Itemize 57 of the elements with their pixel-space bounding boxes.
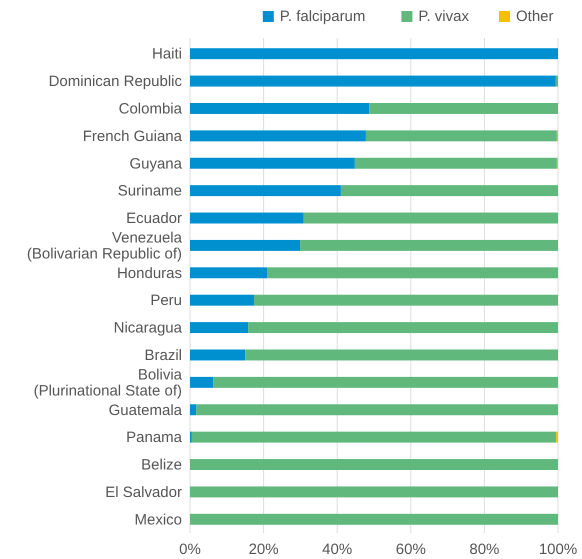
bar <box>190 185 341 196</box>
y-tick-label: Venezuela (Bolivarian Republic of) <box>26 229 183 262</box>
bar <box>190 48 558 60</box>
legend-label: Other <box>516 8 554 25</box>
bar <box>190 322 248 334</box>
y-tick-label: Peru <box>150 292 182 310</box>
y-tick-label: Dominican Republic <box>48 73 182 90</box>
bar <box>190 130 366 142</box>
y-tick-label: Bolivia (Plurinational State of) <box>34 366 183 400</box>
x-tick-label: 20% <box>248 541 279 558</box>
x-tick-label: 100% <box>538 541 578 558</box>
bar <box>354 158 557 169</box>
y-tick-label: Colombia <box>118 100 183 118</box>
y-tick-label: Guyana <box>129 155 183 172</box>
bar <box>190 158 355 169</box>
y-tick-label: Suriname <box>118 182 182 200</box>
bar <box>196 404 558 416</box>
bar <box>245 349 558 360</box>
y-tick-label: Nicaragua <box>114 320 183 337</box>
bar <box>190 486 558 498</box>
bar <box>190 514 558 525</box>
bar <box>267 267 558 278</box>
bar <box>190 376 214 388</box>
bar <box>190 240 300 251</box>
x-tick-label: 40% <box>322 541 352 558</box>
bar <box>190 212 304 224</box>
y-tick-label: Mexico <box>134 511 182 528</box>
y-tick-label: Haiti <box>152 46 182 63</box>
legend-label: P. vivax <box>418 8 470 25</box>
bar <box>366 130 557 142</box>
bar <box>248 322 558 334</box>
y-tick-label: Panama <box>126 429 183 446</box>
legend-label: P. falciparum <box>280 8 366 25</box>
y-tick-label: Brazil <box>144 346 182 364</box>
bar <box>190 76 556 87</box>
bar <box>304 212 558 224</box>
y-tick-label: Guatemala <box>108 402 183 419</box>
bar <box>190 349 246 360</box>
bar <box>190 459 558 470</box>
bar <box>213 376 558 388</box>
bar <box>192 432 556 443</box>
y-tick-label: Honduras <box>116 264 182 282</box>
bar <box>369 102 558 114</box>
x-tick-label: 80% <box>469 541 500 558</box>
y-tick-label: French Guiana <box>82 128 183 145</box>
x-tick-label: 0% <box>179 541 201 558</box>
y-tick-label: Belize <box>141 456 182 474</box>
bar <box>190 404 196 416</box>
bar <box>190 267 268 278</box>
bar <box>190 102 370 114</box>
y-tick-label: El Salvador <box>105 484 182 501</box>
bar <box>340 185 558 196</box>
bar <box>254 294 558 306</box>
y-tick-label: Ecuador <box>126 210 182 228</box>
x-tick-label: 60% <box>396 541 426 558</box>
bar <box>190 294 254 306</box>
bar <box>300 240 558 251</box>
